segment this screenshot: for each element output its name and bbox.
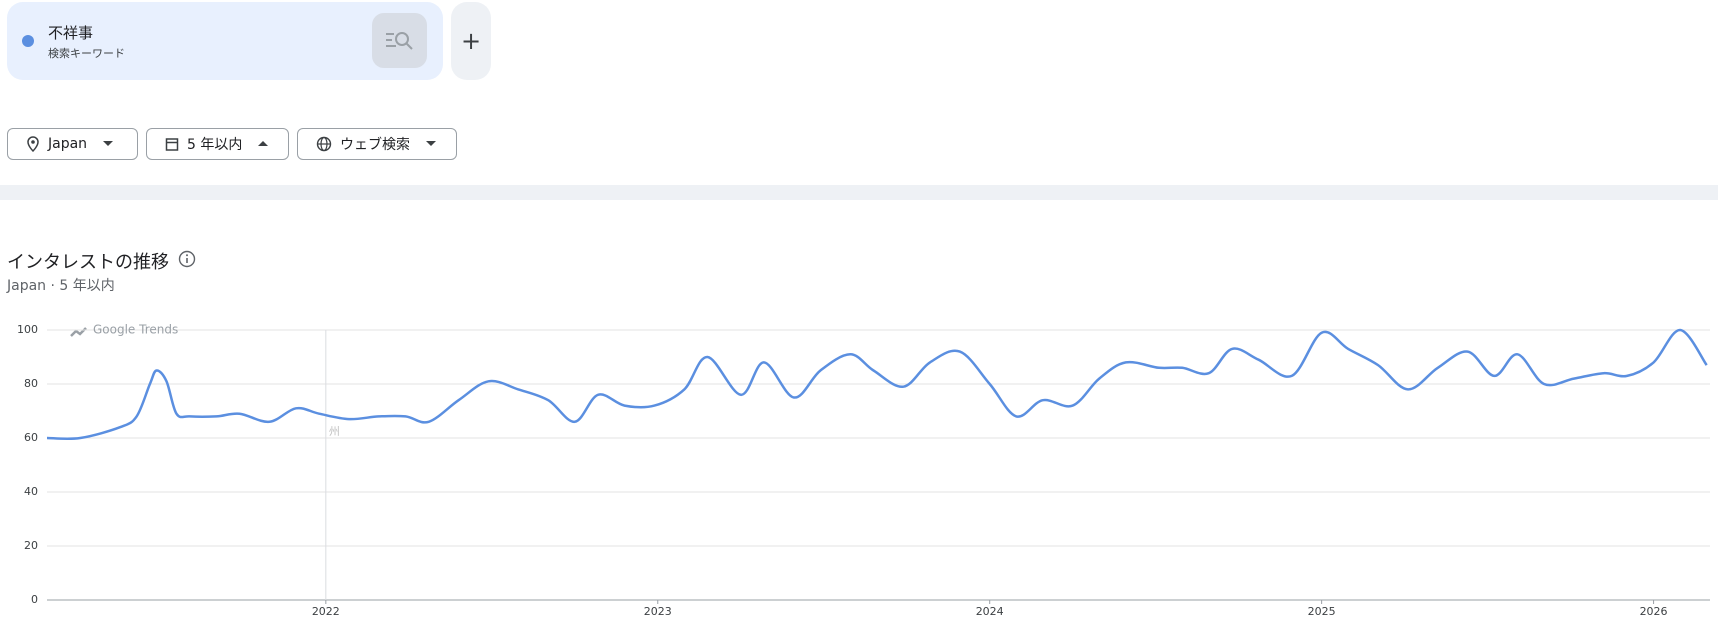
caret: [103, 141, 114, 146]
y-tick-label: 20: [24, 539, 38, 552]
property-filter[interactable]: ウェブ検索: [297, 128, 457, 160]
y-tick-label: 100: [17, 323, 38, 336]
y-tick-label: 40: [24, 485, 38, 498]
region-filter[interactable]: Japan: [7, 128, 138, 160]
period-filter[interactable]: 5 年以内: [146, 128, 289, 160]
chart: 0 20 40 60 80 100 2022 2023 2024 2025 2026 州 Google …: [17, 323, 1710, 618]
caret: [426, 141, 436, 146]
y-tick-label: 0: [31, 593, 38, 606]
search-button[interactable]: [372, 13, 427, 68]
chart-title: インタレストの推移: [7, 252, 169, 273]
info-icon[interactable]: [178, 250, 196, 268]
caret: [258, 141, 269, 146]
search-icon: [386, 32, 413, 50]
period: 5 年以内: [187, 137, 243, 153]
y-tick-label: 60: [24, 431, 38, 444]
add-button[interactable]: +: [451, 2, 491, 80]
x-tick-label: 2022: [312, 605, 340, 618]
keyword-label: 検索キーワード: [48, 47, 125, 60]
watermark: Google Trends: [93, 323, 178, 337]
property: ウェブ検索: [340, 137, 410, 153]
hover-annotation: 州: [329, 425, 340, 438]
series-line: [46, 328, 1708, 441]
y-tick-label: 80: [24, 377, 38, 390]
divider: [0, 185, 1718, 200]
region: Japan: [48, 136, 88, 152]
x-tick-label: 2026: [1640, 605, 1668, 618]
calendar-icon: [165, 138, 179, 151]
series-dot: [22, 35, 34, 47]
keyword: 不祥事: [48, 24, 94, 42]
chart-subtitle: Japan · 5 年以内: [7, 278, 115, 294]
globe-icon: [316, 136, 332, 152]
pin-icon: [27, 136, 39, 152]
x-tick-label: 2023: [644, 605, 672, 618]
x-tick-label: 2024: [976, 605, 1004, 618]
x-tick-label: 2025: [1308, 605, 1336, 618]
trends-icon: [70, 327, 87, 337]
search-card[interactable]: [7, 2, 443, 80]
